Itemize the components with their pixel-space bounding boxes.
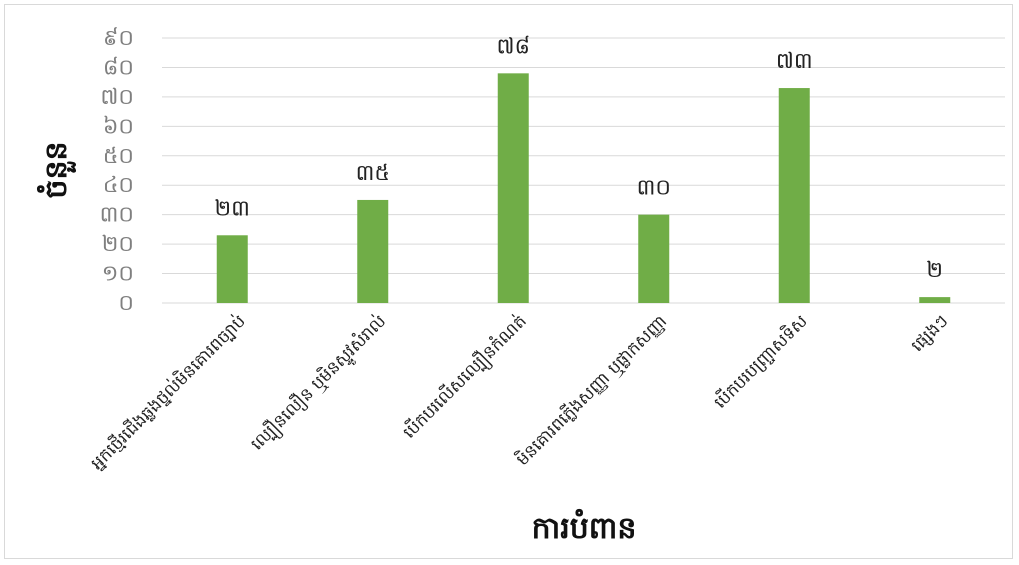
x-tick-label: មិនគោរពភ្លើងសញ្ញា ឬផ្លាកសញ្ញា bbox=[511, 310, 672, 471]
bar bbox=[778, 88, 810, 303]
y-tick-label: ៥០ bbox=[103, 144, 134, 169]
bar bbox=[497, 73, 529, 303]
data-label: ៣០ bbox=[637, 176, 671, 201]
y-tick-label: ២០ bbox=[102, 232, 134, 257]
y-tick-label: ៧០ bbox=[100, 85, 134, 110]
data-label: ២ bbox=[926, 258, 943, 283]
y-tick-label: ៦០ bbox=[103, 114, 134, 139]
bar bbox=[357, 199, 389, 303]
x-tick-label: ល្បឿនលឿន ឬមិនស្ទូវសំរាល់ bbox=[246, 310, 393, 457]
bar bbox=[919, 297, 951, 303]
y-tick-label: ៤០ bbox=[103, 173, 134, 198]
y-axis-ticks: ០ ១០ ២០ ៣០ ៤០ ៥០ ៦០ ៧០ ៨០ ៩០ bbox=[100, 26, 134, 316]
x-tick-label: អ្នកថ្មើរជើងឆ្លងថ្នល់មិនគោរពច្បាប់ bbox=[86, 310, 250, 474]
y-tick-label: ០ bbox=[118, 291, 134, 316]
x-tick-label: ផ្សេងៗ bbox=[908, 311, 953, 356]
data-label: ៧៨ bbox=[496, 34, 530, 59]
gridlines bbox=[162, 37, 1005, 304]
y-tick-label: ៩០ bbox=[103, 26, 134, 51]
y-tick-label: ៨០ bbox=[103, 55, 134, 80]
data-label: ២៣ bbox=[215, 196, 250, 221]
x-tick-label: បើកបរលើសល្បឿនកំណត់ bbox=[398, 310, 533, 445]
bar bbox=[638, 214, 670, 303]
bars bbox=[216, 73, 951, 303]
x-axis-ticks: អ្នកថ្មើរជើងឆ្លងថ្នល់មិនគោរពច្បាប់ល្បឿនល… bbox=[86, 310, 952, 474]
y-tick-label: ៣០ bbox=[100, 203, 134, 228]
data-label: ៧៣ bbox=[776, 49, 813, 74]
bar bbox=[216, 235, 248, 303]
x-tick-label: បើកបរបញ្ច្រាសទិស bbox=[709, 310, 812, 413]
data-label: ៣៥ bbox=[356, 161, 390, 186]
y-tick-label: ១០ bbox=[102, 262, 134, 287]
y-axis-title: ចំនួន bbox=[36, 141, 77, 198]
x-axis-title: ការបំពាន bbox=[532, 508, 637, 546]
